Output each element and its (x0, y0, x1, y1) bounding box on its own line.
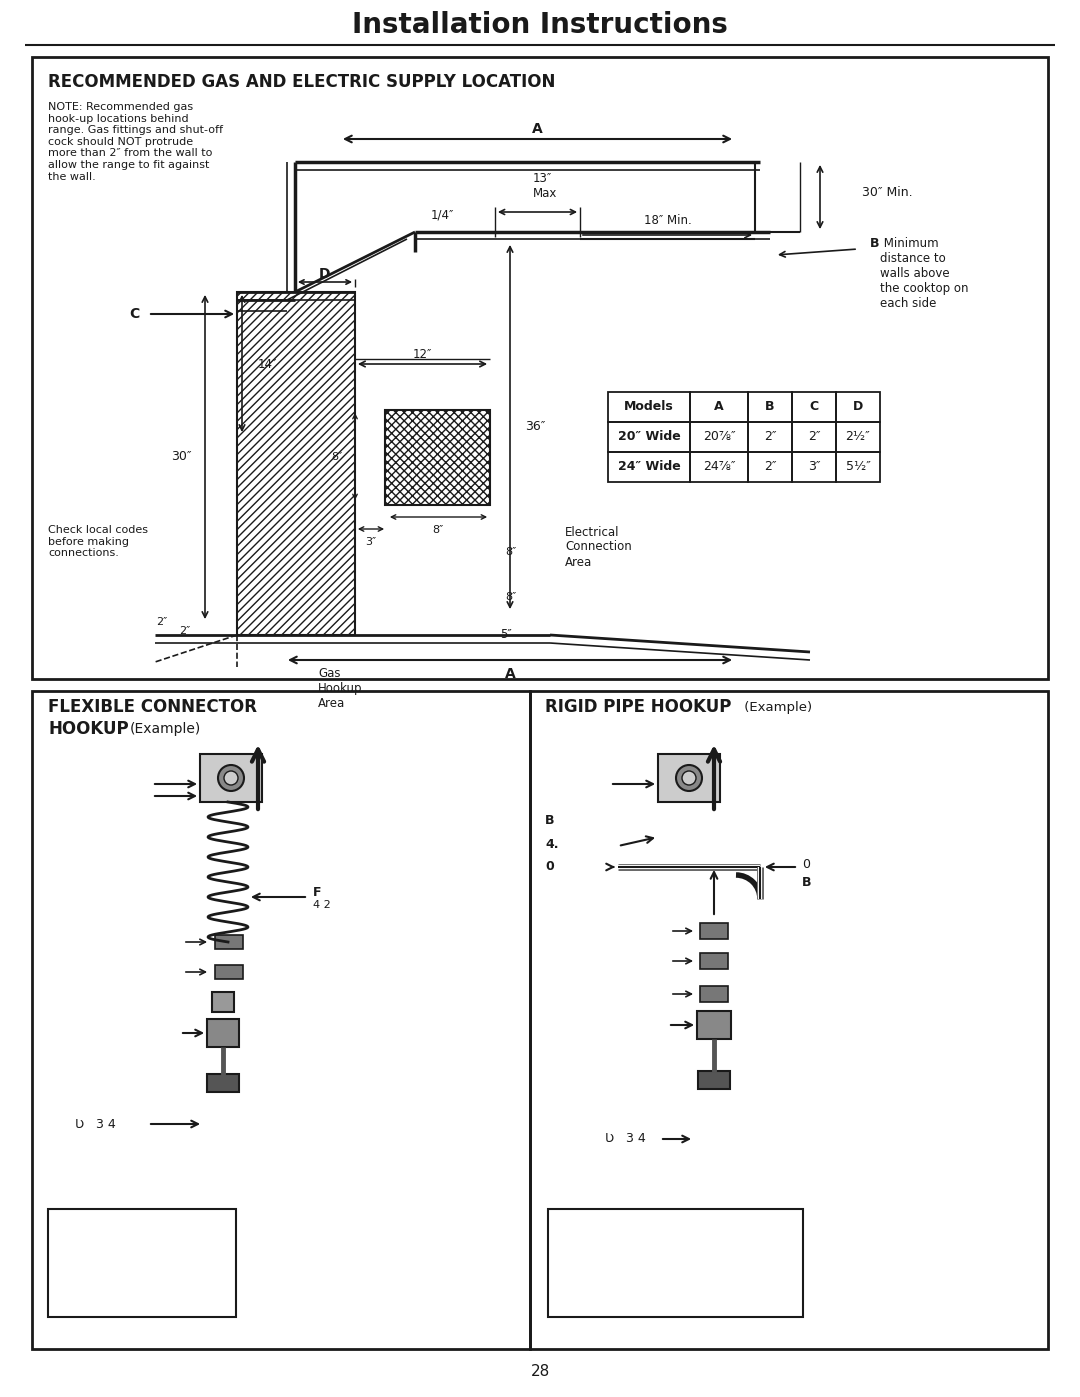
Text: 2″: 2″ (764, 430, 777, 443)
Text: A: A (504, 666, 515, 680)
Text: (Example): (Example) (740, 700, 812, 714)
Bar (697, 1011, 731, 1039)
Text: A: A (714, 401, 724, 414)
Text: 5″: 5″ (500, 629, 512, 641)
Text: HOOKUP: HOOKUP (48, 719, 129, 738)
Text: Models: Models (624, 401, 674, 414)
Circle shape (218, 766, 244, 791)
Text: 20″ Wide: 20″ Wide (618, 430, 680, 443)
Bar (748, 393, 792, 422)
Text: 18″ Min.: 18″ Min. (644, 214, 692, 226)
Text: Installation Instructions: Installation Instructions (352, 11, 728, 39)
Text: 30″: 30″ (172, 450, 192, 464)
Text: 2″: 2″ (179, 626, 191, 636)
Bar (548, 1208, 804, 1317)
Bar (608, 422, 690, 453)
Bar (700, 953, 728, 970)
Bar (836, 453, 880, 482)
Text: 24⅞″: 24⅞″ (703, 461, 735, 474)
Text: B: B (802, 876, 811, 888)
Bar (212, 992, 234, 1011)
Bar (700, 986, 728, 1002)
Bar (748, 453, 792, 482)
Bar (700, 923, 728, 939)
Text: 1/4″: 1/4″ (430, 208, 454, 222)
Text: 0: 0 (802, 859, 810, 872)
Circle shape (676, 766, 702, 791)
Bar (690, 393, 748, 422)
Text: 8″: 8″ (505, 592, 516, 602)
Text: 28: 28 (530, 1365, 550, 1379)
Text: 20⅞″: 20⅞″ (703, 430, 735, 443)
Text: B: B (870, 237, 879, 250)
Text: A: A (531, 122, 542, 136)
Bar (237, 292, 355, 636)
Text: 3″: 3″ (808, 461, 820, 474)
Text: Gas
Hookup
Area: Gas Hookup Area (318, 666, 363, 710)
Text: D: D (320, 267, 330, 281)
Bar (690, 453, 748, 482)
Text: 0: 0 (545, 861, 554, 873)
Bar (215, 965, 243, 979)
Bar (836, 393, 880, 422)
Bar (215, 935, 243, 949)
Text: 5½″: 5½″ (846, 461, 870, 474)
Bar (748, 422, 792, 453)
Text: Ʋ   3 4: Ʋ 3 4 (75, 1118, 116, 1130)
Bar (792, 393, 836, 422)
Text: RECOMMENDED GAS AND ELECTRIC SUPPLY LOCATION: RECOMMENDED GAS AND ELECTRIC SUPPLY LOCA… (48, 73, 555, 91)
Bar (690, 422, 748, 453)
Text: 2″: 2″ (764, 461, 777, 474)
Bar (48, 1208, 237, 1317)
Text: 4.: 4. (545, 837, 558, 851)
Text: 8″: 8″ (505, 548, 516, 557)
Text: FLEXIBLE CONNECTOR: FLEXIBLE CONNECTOR (48, 698, 257, 717)
Text: 2½″: 2½″ (846, 430, 870, 443)
Bar (32, 692, 530, 1350)
Circle shape (681, 771, 696, 785)
Text: C: C (809, 401, 819, 414)
Text: 2″: 2″ (157, 617, 167, 627)
Text: B: B (545, 814, 554, 827)
Circle shape (224, 771, 238, 785)
Bar (836, 422, 880, 453)
Text: C: C (130, 307, 140, 321)
Bar (32, 57, 1048, 679)
Bar (658, 754, 720, 802)
Text: 13″
Max: 13″ Max (532, 172, 557, 200)
Bar (207, 1018, 239, 1046)
Text: 8″: 8″ (330, 453, 342, 462)
Bar (608, 453, 690, 482)
Text: Minimum
distance to
walls above
the cooktop on
each side: Minimum distance to walls above the cook… (880, 237, 969, 310)
Text: 30″ Min.: 30″ Min. (862, 186, 913, 198)
Text: Electrical
Connection
Area: Electrical Connection Area (565, 525, 632, 569)
Text: 12″: 12″ (413, 348, 432, 360)
Bar (698, 1071, 730, 1090)
Text: D: D (853, 401, 863, 414)
Bar (207, 1074, 239, 1092)
Text: 8″: 8″ (432, 525, 444, 535)
Text: B: B (766, 401, 774, 414)
Text: 2″: 2″ (808, 430, 820, 443)
Bar (200, 754, 262, 802)
Bar (792, 453, 836, 482)
Bar (792, 422, 836, 453)
Text: 3″: 3″ (365, 536, 377, 548)
Bar (384, 409, 490, 504)
Text: 4 2: 4 2 (313, 900, 330, 909)
Text: Ʋ   3 4: Ʋ 3 4 (605, 1133, 646, 1146)
Text: F: F (313, 887, 322, 900)
Text: 24″ Wide: 24″ Wide (618, 461, 680, 474)
Text: (Example): (Example) (130, 722, 201, 736)
Text: Check local codes
before making
connections.: Check local codes before making connecti… (48, 525, 148, 559)
Bar (530, 692, 1048, 1350)
Text: NOTE: Recommended gas
hook-up locations behind
range. Gas fittings and shut-off
: NOTE: Recommended gas hook-up locations … (48, 102, 222, 182)
Text: 14″: 14″ (258, 358, 278, 370)
Text: 36″: 36″ (525, 420, 545, 433)
Text: RIGID PIPE HOOKUP: RIGID PIPE HOOKUP (545, 698, 731, 717)
Bar (608, 393, 690, 422)
